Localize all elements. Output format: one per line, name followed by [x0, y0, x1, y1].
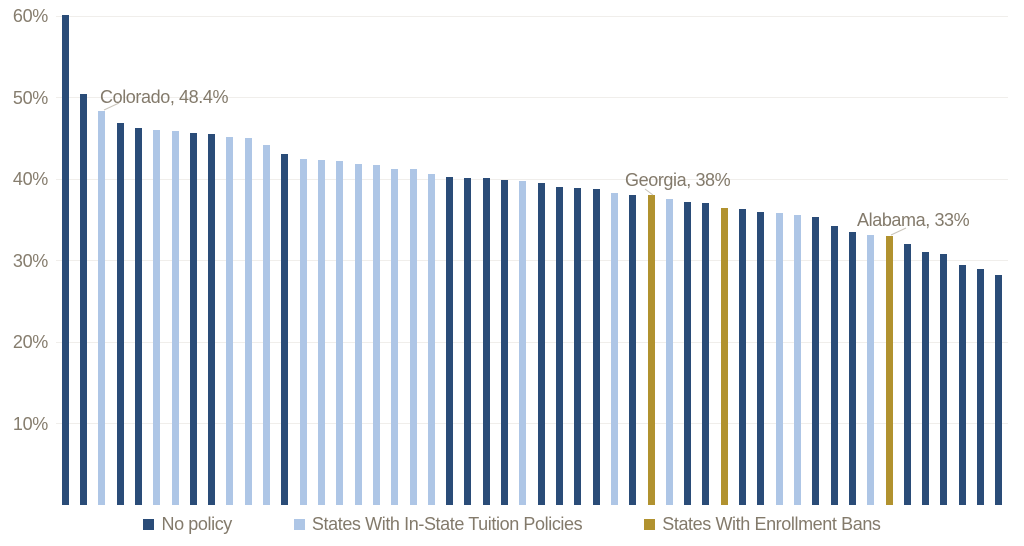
bar-in-state — [226, 136, 234, 505]
bar-in-state — [519, 180, 527, 505]
bar-in-state — [153, 129, 161, 505]
bar-no-policy — [684, 202, 692, 505]
bar-ban — [720, 207, 728, 505]
legend-item-ban: States With Enrollment Bans — [644, 513, 881, 535]
bar-in-state — [793, 215, 801, 505]
bar-in-state — [317, 159, 325, 505]
annotation-alabama: Alabama, 33% — [857, 210, 970, 230]
bar-no-policy — [592, 188, 600, 505]
bar-no-policy — [830, 226, 838, 505]
legend: No policy States With In-State Tuition P… — [0, 513, 1024, 535]
annotation-colorado: Colorado, 48.4% — [100, 87, 229, 107]
y-axis-tick-label: 60% — [12, 6, 48, 27]
gridline — [56, 341, 1008, 343]
legend-item-no-policy: No policy — [143, 513, 232, 535]
bar-no-policy — [61, 14, 69, 505]
bar-no-policy — [555, 187, 563, 505]
bar-in-state — [299, 158, 307, 505]
bar-in-state — [427, 174, 435, 505]
bar-no-policy — [464, 177, 472, 505]
gridline — [56, 260, 1008, 262]
bar-no-policy — [922, 251, 930, 505]
bar-in-state — [263, 144, 271, 505]
bar-no-policy — [995, 274, 1003, 505]
bar-in-state — [665, 198, 673, 505]
gridline — [56, 178, 1008, 180]
bar-no-policy — [79, 94, 87, 505]
bar-in-state — [336, 161, 344, 505]
bar-no-policy — [702, 202, 710, 505]
y-axis-tick-label: 20% — [12, 332, 48, 353]
bar-in-state — [867, 235, 875, 505]
bar-in-state — [98, 110, 106, 505]
bar-no-policy — [940, 254, 948, 505]
bar-no-policy — [281, 153, 289, 505]
bar-in-state — [409, 169, 417, 505]
bar-no-policy — [629, 194, 637, 505]
y-axis-tick-label: 30% — [12, 250, 48, 271]
bar-no-policy — [446, 176, 454, 505]
bar-no-policy — [537, 183, 545, 505]
gridline — [56, 423, 1008, 425]
bar-no-policy — [574, 188, 582, 505]
legend-label-in-state: States With In-State Tuition Policies — [311, 514, 583, 534]
bar-no-policy — [757, 211, 765, 505]
bar-no-policy — [134, 127, 142, 505]
legend-swatch-in-state-icon — [293, 518, 305, 530]
bar-no-policy — [189, 132, 197, 505]
bar-in-state — [244, 138, 252, 505]
bar-no-policy — [739, 209, 747, 505]
bar-no-policy — [812, 217, 820, 505]
legend-label-no-policy: No policy — [161, 514, 232, 534]
y-axis-tick-label: 50% — [12, 87, 48, 108]
y-axis-tick-label: 10% — [12, 413, 48, 434]
legend-label-ban: States With Enrollment Bans — [662, 514, 881, 534]
gridline — [56, 97, 1008, 99]
bar-in-state — [171, 131, 179, 505]
bar-in-state — [391, 168, 399, 505]
bar-no-policy — [482, 178, 490, 505]
bar-no-policy — [501, 180, 509, 505]
bar-no-policy — [848, 232, 856, 505]
bar-in-state — [372, 165, 380, 505]
legend-item-in-state: States With In-State Tuition Policies — [293, 513, 583, 535]
annotation-georgia: Georgia, 38% — [625, 170, 731, 190]
bar-in-state — [775, 213, 783, 505]
bar-in-state — [610, 193, 618, 505]
bar-ban — [647, 195, 655, 505]
bar-no-policy — [977, 268, 985, 505]
bar-ban — [885, 236, 893, 505]
y-axis-tick-label: 40% — [12, 169, 48, 190]
bar-in-state — [354, 163, 362, 505]
legend-swatch-no-policy-icon — [143, 518, 155, 530]
bar-no-policy — [903, 244, 911, 505]
gridline — [56, 15, 1008, 17]
bar-no-policy — [208, 134, 216, 505]
bar-no-policy — [116, 123, 124, 505]
plot-area — [56, 0, 1008, 505]
bar-no-policy — [958, 264, 966, 505]
legend-swatch-ban-icon — [644, 518, 656, 530]
